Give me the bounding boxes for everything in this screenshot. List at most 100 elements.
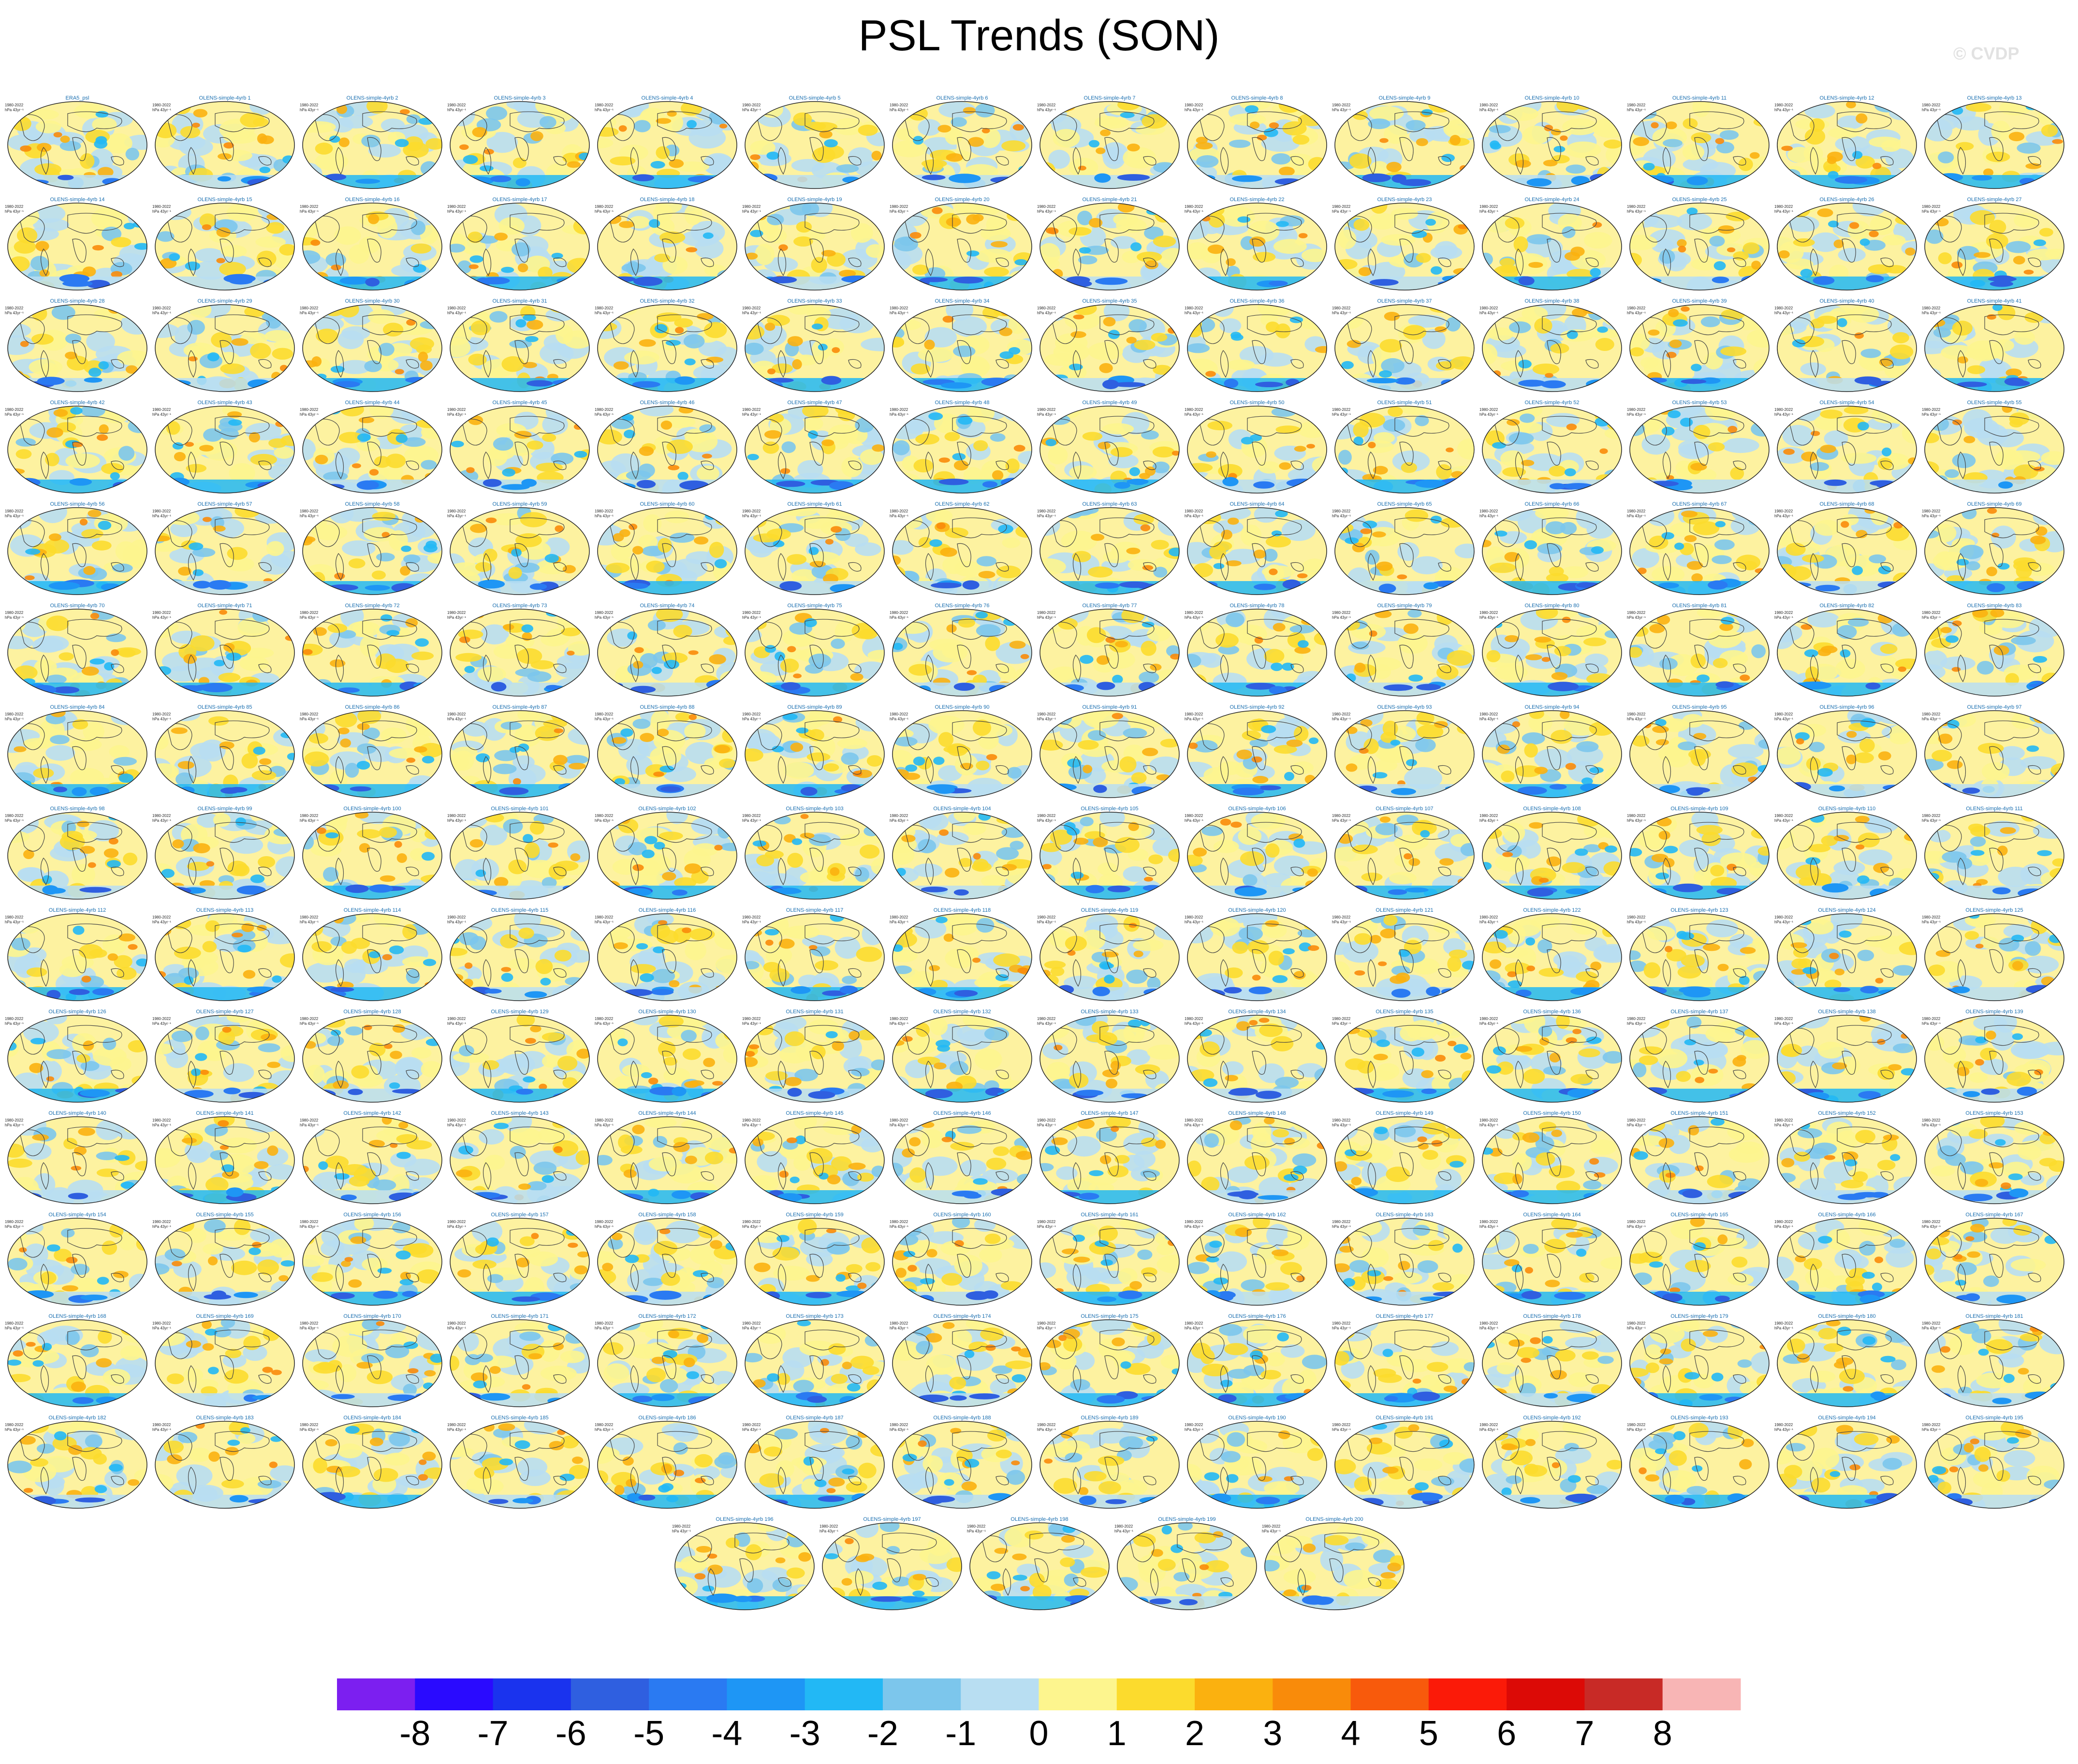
panel-title: OLENS-simple-4yrb 36	[1229, 298, 1284, 304]
panel-title: OLENS-simple-4yrb 118	[934, 907, 991, 913]
panel-title: OLENS-simple-4yrb 124	[1818, 907, 1875, 913]
panel-title: OLENS-simple-4yrb 84	[50, 704, 104, 710]
panel-title: OLENS-simple-4yrb 9	[1379, 95, 1431, 101]
panel-units: hPa 43yr⁻¹	[967, 1529, 986, 1533]
panel-period: 1980-2022	[1262, 1524, 1281, 1529]
panel-title: OLENS-simple-4yrb 120	[1228, 907, 1286, 913]
panel-units: hPa 43yr⁻¹	[152, 108, 171, 112]
panel-title: OLENS-simple-4yrb 186	[638, 1415, 696, 1421]
panel-period: 1980-2022	[152, 306, 171, 310]
panel-units: hPa 43yr⁻¹	[1332, 1326, 1351, 1330]
panel-units: hPa 43yr⁻¹	[5, 1326, 24, 1330]
panel-period: 1980-2022	[1332, 204, 1351, 209]
panel-title: OLENS-simple-4yrb 134	[1228, 1009, 1286, 1015]
panel-period: 1980-2022	[1922, 611, 1941, 615]
panel-title: OLENS-simple-4yrb 73	[492, 603, 547, 609]
panel-title: OLENS-simple-4yrb 194	[1818, 1415, 1875, 1421]
panel-period: 1980-2022	[1922, 1118, 1941, 1123]
panel-units: hPa 43yr⁻¹	[742, 818, 761, 823]
panel-period: 1980-2022	[742, 204, 761, 209]
panel-period: 1980-2022	[1774, 712, 1793, 716]
panel-units: hPa 43yr⁻¹	[595, 1428, 614, 1432]
panel-period: 1980-2022	[300, 408, 319, 412]
panel-units: hPa 43yr⁻¹	[890, 615, 908, 620]
panel-title: OLENS-simple-4yrb 59	[492, 501, 547, 507]
panel-period: 1980-2022	[152, 1423, 171, 1427]
panel-title: OLENS-simple-4yrb 86	[345, 704, 399, 710]
panel-title: OLENS-simple-4yrb 101	[491, 806, 548, 812]
panel-title: OLENS-simple-4yrb 132	[933, 1009, 991, 1015]
panel-units: hPa 43yr⁻¹	[1037, 412, 1056, 417]
panel-title: OLENS-simple-4yrb 168	[48, 1313, 106, 1319]
panel-units: hPa 43yr⁻¹	[5, 1225, 24, 1229]
panel-period: 1980-2022	[447, 103, 466, 107]
panel-period: 1980-2022	[595, 915, 614, 919]
panel-title: OLENS-simple-4yrb 1	[199, 95, 251, 101]
panel-units: hPa 43yr⁻¹	[1332, 818, 1351, 823]
panel-units: hPa 43yr⁻¹	[152, 717, 171, 721]
panel-units: hPa 43yr⁻¹	[1262, 1529, 1281, 1533]
panel-period: 1980-2022	[595, 103, 614, 107]
panel-title: OLENS-simple-4yrb 13	[1967, 95, 2021, 101]
panel-period: 1980-2022	[742, 1423, 761, 1427]
panel-units: hPa 43yr⁻¹	[1774, 920, 1793, 924]
panel-units: hPa 43yr⁻¹	[742, 1021, 761, 1026]
panel-units: hPa 43yr⁻¹	[742, 1326, 761, 1330]
panel-units: hPa 43yr⁻¹	[1774, 412, 1793, 417]
panel-title: OLENS-simple-4yrb 80	[1524, 603, 1579, 609]
panel-period: 1980-2022	[300, 204, 319, 209]
panel-units: hPa 43yr⁻¹	[1332, 1021, 1351, 1026]
panel-title: OLENS-simple-4yrb 179	[1670, 1313, 1728, 1319]
panel-period: 1980-2022	[5, 1017, 24, 1021]
panel-units: hPa 43yr⁻¹	[300, 1123, 319, 1127]
panel-period: 1980-2022	[1037, 204, 1056, 209]
panel-period: 1980-2022	[1185, 204, 1203, 209]
panel-units: hPa 43yr⁻¹	[152, 920, 171, 924]
panel-units: hPa 43yr⁻¹	[1037, 615, 1056, 620]
panel-units: hPa 43yr⁻¹	[1037, 920, 1056, 924]
panel-period: 1980-2022	[447, 1017, 466, 1021]
panel-units: hPa 43yr⁻¹	[1627, 1225, 1646, 1229]
panel-title: OLENS-simple-4yrb 181	[1965, 1313, 2023, 1319]
panel-title: OLENS-simple-4yrb 169	[196, 1313, 253, 1319]
panel-period: 1980-2022	[1922, 306, 1941, 310]
panel-period: 1980-2022	[742, 814, 761, 818]
panel-units: hPa 43yr⁻¹	[1185, 412, 1203, 417]
panel-title: OLENS-simple-4yrb 105	[1081, 806, 1138, 812]
panel-units: hPa 43yr⁻¹	[447, 1123, 466, 1127]
panel-units: hPa 43yr⁻¹	[5, 209, 24, 214]
panel-period: 1980-2022	[595, 1321, 614, 1326]
panel-units: hPa 43yr⁻¹	[595, 818, 614, 823]
panel-title: OLENS-simple-4yrb 56	[50, 501, 104, 507]
panel-title: OLENS-simple-4yrb 96	[1819, 704, 1874, 710]
panel-period: 1980-2022	[1332, 712, 1351, 716]
panel-title: OLENS-simple-4yrb 143	[491, 1110, 548, 1116]
panel-units: hPa 43yr⁻¹	[447, 209, 466, 214]
colorbar-swatch	[1350, 1678, 1429, 1710]
panel-units: hPa 43yr⁻¹	[1185, 311, 1203, 315]
panel-units: hPa 43yr⁻¹	[1185, 209, 1203, 214]
panel-period: 1980-2022	[1185, 1423, 1203, 1427]
